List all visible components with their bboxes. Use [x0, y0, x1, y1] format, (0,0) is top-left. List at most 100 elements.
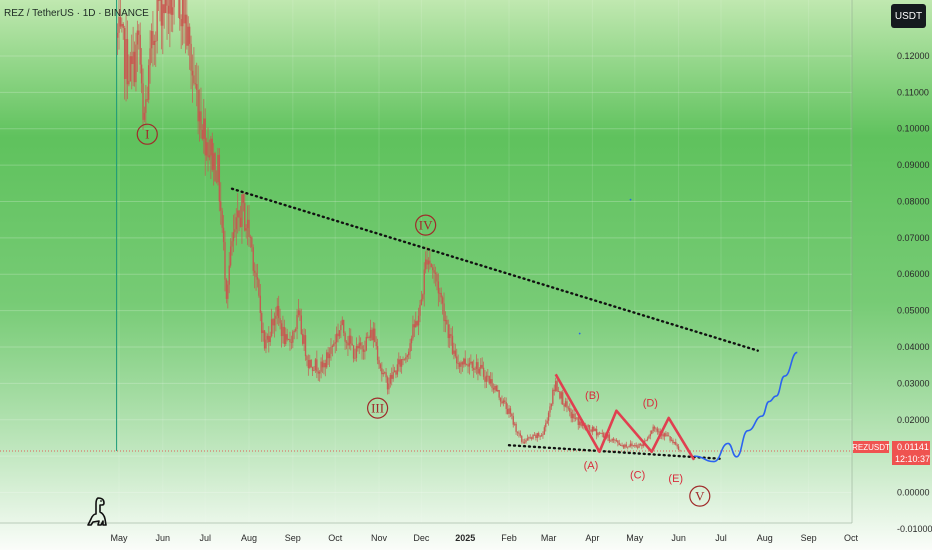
candle-body: [632, 445, 635, 447]
resistance-trendline[interactable]: [230, 187, 759, 352]
candle-body: [344, 332, 346, 342]
candle-body: [539, 436, 541, 437]
candle-body: [603, 433, 605, 438]
candle-body: [413, 324, 416, 328]
dinosaur-logo-icon[interactable]: [86, 496, 108, 526]
candle-body: [300, 315, 302, 334]
candle-body: [412, 324, 414, 339]
x-tick-label: Sep: [801, 533, 817, 543]
candle-body: [543, 427, 546, 435]
candle-body: [335, 333, 338, 343]
candle-body: [675, 441, 677, 445]
candle-body: [372, 328, 375, 341]
abcde-wave-path[interactable]: [554, 373, 696, 461]
candle-body: [249, 237, 252, 238]
candle-body: [135, 44, 137, 83]
candle-body: [528, 437, 530, 439]
symbol-title[interactable]: REZ / TetherUS · 1D · BINANCE: [4, 8, 149, 19]
candle-body: [150, 31, 153, 49]
candle-body: [173, 0, 175, 8]
candle-body: [314, 359, 317, 371]
candle-body: [212, 153, 215, 170]
candle-body: [241, 194, 243, 227]
candle-body: [484, 376, 486, 382]
candle-body: [225, 279, 228, 299]
candle-body: [133, 51, 136, 83]
candle-body: [641, 444, 643, 447]
candle-body: [463, 358, 465, 365]
candle-body: [333, 343, 335, 346]
price-ticker-tag[interactable]: [853, 441, 889, 453]
candle-body: [580, 421, 582, 426]
candle-body: [331, 345, 334, 347]
candle-body: [147, 65, 150, 100]
candle-body: [482, 367, 485, 377]
candle-body: [546, 420, 548, 424]
candle-body: [429, 260, 431, 264]
candle-body: [453, 350, 455, 354]
candle-body: [509, 408, 512, 414]
candle-body: [635, 445, 637, 447]
candle-body: [375, 341, 377, 347]
candle-body: [419, 304, 421, 316]
currency-button[interactable]: USDT: [891, 4, 926, 28]
candle-body: [676, 444, 678, 447]
candle-body: [385, 372, 387, 378]
candle-body: [571, 413, 574, 419]
candle-body: [142, 83, 144, 120]
candle-body: [522, 441, 524, 443]
wave-label: V: [695, 489, 705, 504]
projection-path[interactable]: [694, 351, 798, 463]
candle-body: [396, 364, 399, 375]
candle-body: [166, 0, 168, 6]
candle-body: [227, 284, 229, 299]
candle-body: [533, 434, 536, 436]
candle-body: [451, 335, 454, 354]
candle-body: [334, 342, 336, 344]
candle-body: [276, 305, 278, 316]
candle-body: [311, 366, 314, 371]
candle-body: [638, 444, 640, 448]
candle-body: [374, 328, 376, 342]
candle-body: [666, 435, 668, 437]
candle-body: [628, 446, 630, 447]
candle-body: [607, 434, 609, 438]
candle-body: [464, 358, 466, 365]
candle-body: [547, 412, 550, 421]
candle-body: [362, 349, 365, 352]
candle-body: [556, 381, 558, 392]
candle-body: [516, 431, 519, 433]
candle-body: [434, 272, 437, 274]
candle-body: [576, 417, 578, 419]
candle-body: [351, 343, 353, 346]
candle-body: [376, 346, 379, 361]
candle-body: [488, 376, 490, 384]
candle-body: [491, 379, 493, 388]
candle-body: [263, 330, 266, 349]
support-trendline[interactable]: [507, 444, 721, 460]
candle-body: [578, 421, 581, 425]
candle-body: [518, 432, 520, 434]
candle-body: [446, 319, 448, 325]
x-tick-label: Jul: [715, 533, 727, 543]
current-price-tag[interactable]: [892, 441, 930, 465]
candle-body: [655, 428, 657, 430]
candle-body: [658, 431, 660, 433]
candle-body: [526, 438, 529, 440]
x-tick-label: May: [626, 533, 644, 543]
y-tick-label: 0.12000: [897, 51, 930, 61]
candle-body: [156, 0, 158, 41]
wave-label: III: [371, 401, 384, 416]
candle-body: [145, 99, 147, 113]
candle-body: [627, 446, 629, 448]
candle-body: [600, 433, 602, 434]
candle-body: [597, 432, 599, 436]
candle-body: [550, 403, 553, 407]
candle-body: [679, 449, 681, 451]
candle-body: [557, 391, 560, 392]
candle-body: [577, 417, 579, 425]
candle-body: [499, 397, 502, 402]
candle-body: [228, 265, 230, 285]
